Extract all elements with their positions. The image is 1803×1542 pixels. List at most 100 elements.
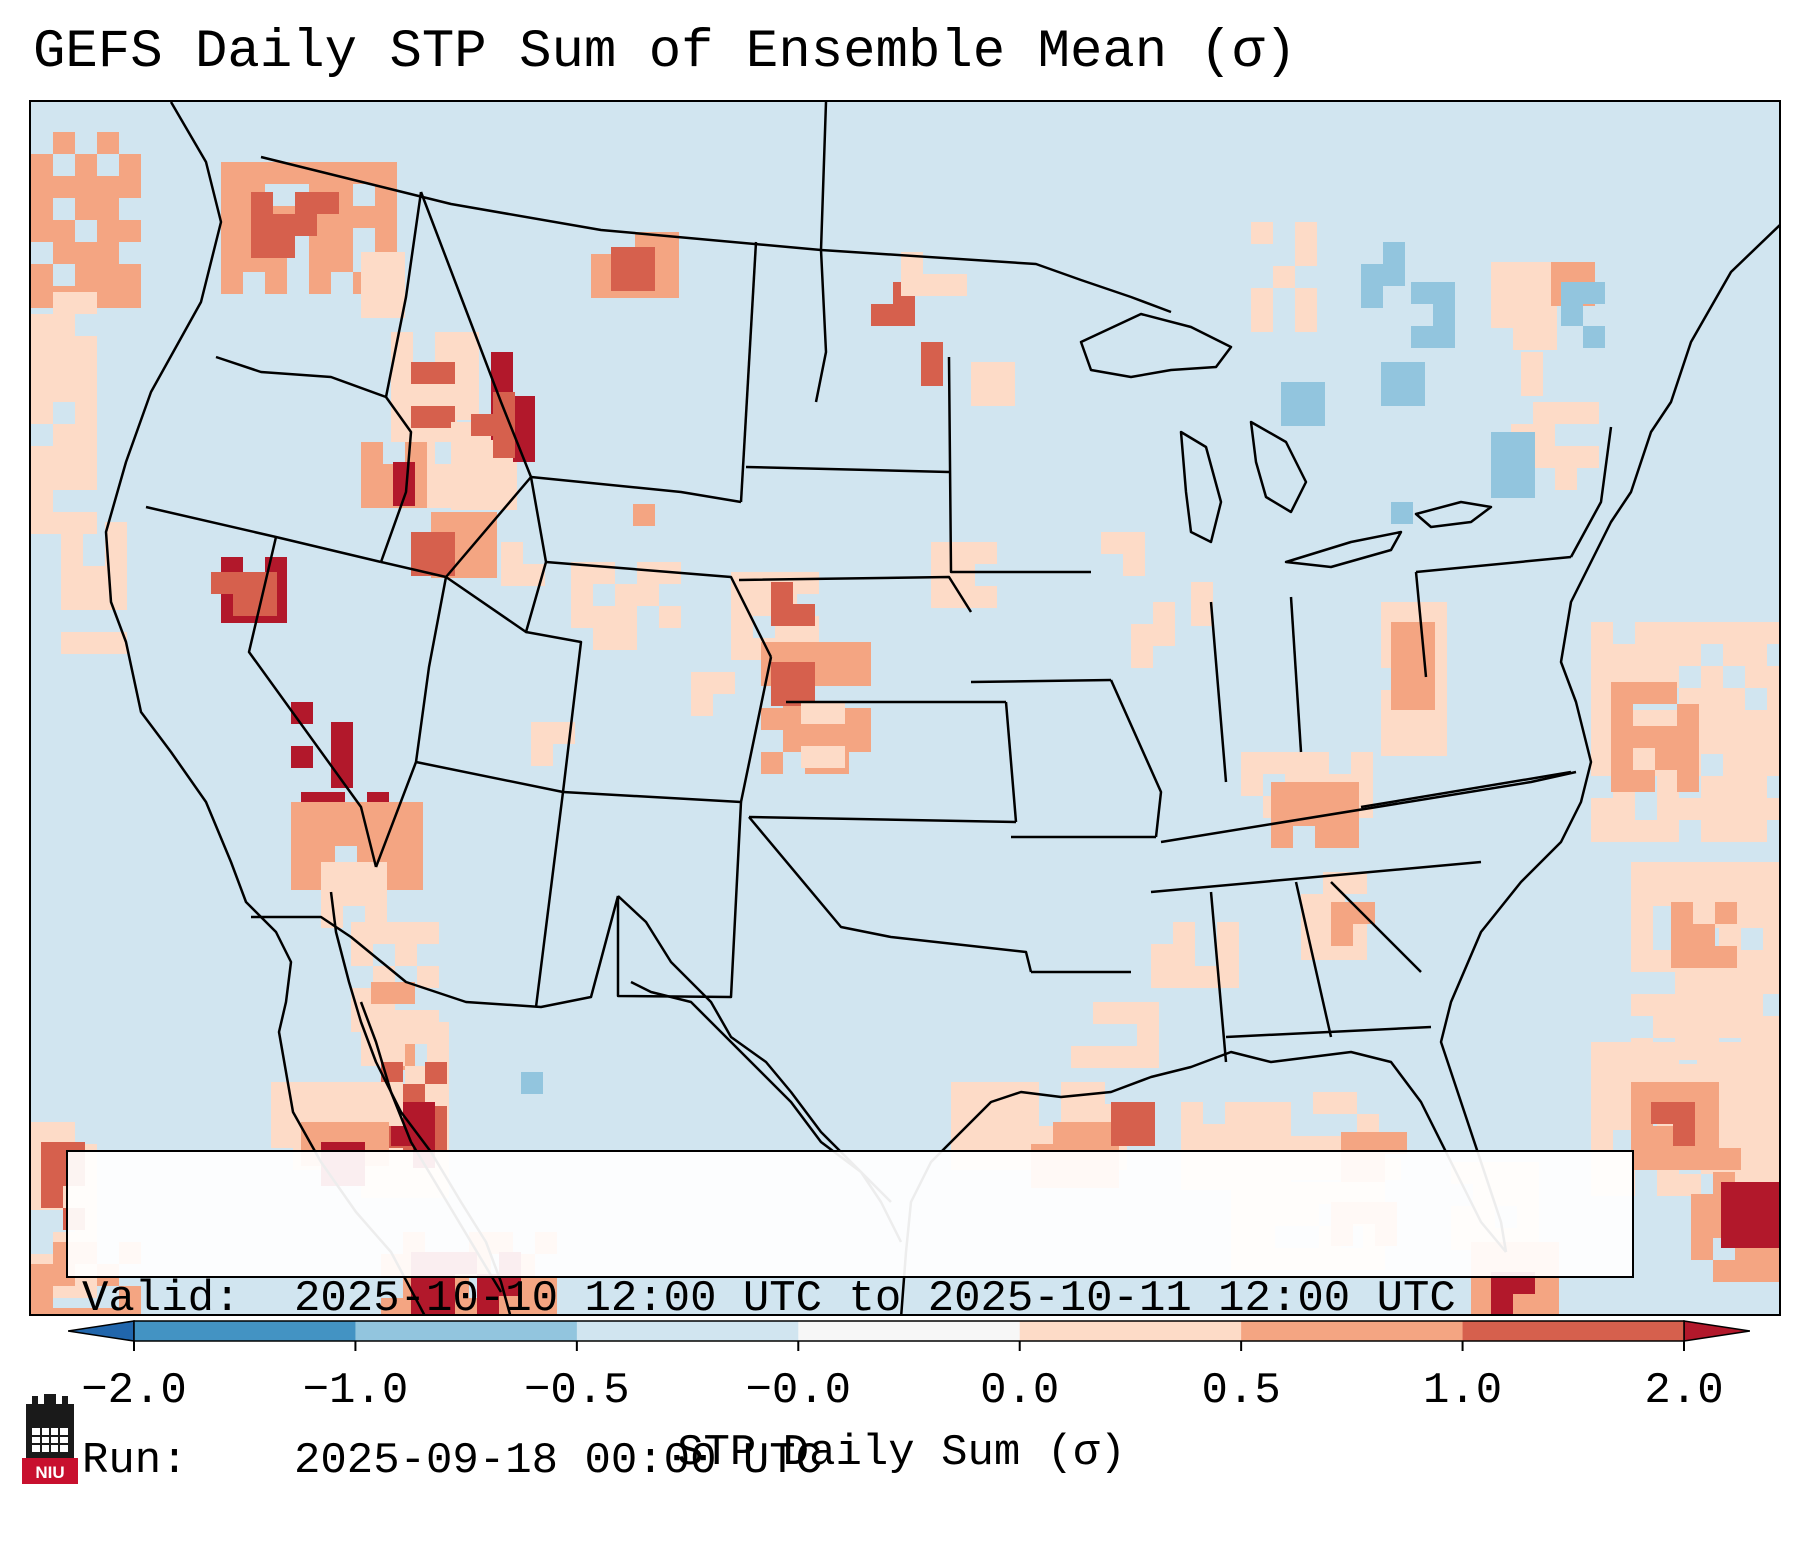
stp-cell	[1655, 726, 1677, 748]
stp-cell	[1281, 382, 1303, 404]
stp-cell	[1295, 310, 1317, 332]
stp-cell	[827, 642, 849, 664]
stp-cell	[31, 358, 53, 380]
stp-cell	[1391, 688, 1413, 710]
stp-cell	[1591, 754, 1613, 776]
stp-cell	[571, 584, 593, 606]
stp-cell	[1723, 1086, 1745, 1108]
stp-cell	[1719, 972, 1741, 994]
stp-cell	[457, 332, 479, 354]
stp-cell	[1765, 1182, 1779, 1204]
stp-cell	[337, 1104, 359, 1126]
stp-cell	[591, 254, 613, 276]
run-value: 2025-09-18 00:00 UTC	[294, 1436, 823, 1486]
stp-cell	[313, 802, 335, 824]
stp-cell	[1741, 862, 1763, 884]
stp-cell	[1353, 902, 1375, 924]
stp-cell	[313, 824, 335, 846]
stp-cell	[1315, 826, 1337, 848]
stp-cell	[1697, 972, 1719, 994]
stp-cell	[309, 272, 331, 294]
stp-cell	[1413, 666, 1435, 688]
stp-cell	[1657, 1064, 1679, 1086]
stp-cell	[611, 269, 633, 291]
stp-cell	[753, 594, 775, 616]
stp-cell	[1061, 1082, 1083, 1104]
stp-cell	[923, 274, 945, 296]
stp-cell	[1573, 262, 1595, 284]
stp-cell	[1093, 1046, 1115, 1068]
stp-cell	[343, 862, 365, 884]
stp-cell	[1697, 862, 1719, 884]
stp-cell	[1745, 1064, 1767, 1086]
stp-cell	[1613, 798, 1635, 820]
stp-cell	[993, 362, 1015, 384]
stp-cell	[1701, 1042, 1723, 1064]
stp-cell	[1561, 282, 1583, 304]
stp-cell	[1591, 666, 1613, 688]
stp-cell	[1673, 1124, 1695, 1146]
stp-cell	[75, 292, 97, 314]
stp-cell	[1017, 1104, 1039, 1126]
stp-cell	[1763, 972, 1779, 994]
stp-cell	[1653, 1126, 1675, 1148]
stp-cell	[75, 446, 97, 468]
stp-cell	[105, 588, 127, 610]
stp-cell	[321, 862, 343, 884]
stp-cell	[365, 862, 387, 884]
stp-cell	[53, 132, 75, 154]
lake-superior	[1079, 312, 1233, 379]
stp-cell	[1591, 798, 1613, 820]
stp-cell	[475, 534, 497, 556]
stp-cell	[513, 1298, 535, 1314]
stp-cell	[471, 414, 493, 436]
colorbar	[68, 1320, 1750, 1351]
stp-cell	[1767, 1108, 1779, 1130]
stp-cell	[1631, 862, 1653, 884]
colorbar-segment	[1019, 1321, 1242, 1341]
stp-cell	[1719, 928, 1741, 950]
stp-cell	[221, 184, 243, 206]
stp-cell	[375, 228, 397, 250]
stp-cell	[1763, 928, 1779, 950]
stp-cell	[1293, 804, 1315, 826]
stp-cell	[827, 664, 849, 686]
stp-cell	[1701, 820, 1723, 842]
stp-cell	[273, 214, 295, 236]
stp-cell	[1591, 1064, 1613, 1086]
stp-cell	[353, 206, 375, 228]
stp-cell	[1631, 1082, 1653, 1104]
stp-cell	[1677, 770, 1699, 792]
stp-cell	[1697, 1016, 1719, 1038]
colorbar-label: STP Daily Sum (σ)	[677, 1428, 1126, 1478]
stp-cell	[31, 512, 53, 534]
stp-cell	[615, 606, 637, 628]
stp-cell	[1743, 1204, 1765, 1226]
stp-cell	[1061, 1104, 1083, 1126]
stp-cell	[1763, 906, 1779, 928]
stp-cell	[31, 1264, 53, 1286]
stp-cell	[1723, 1130, 1745, 1152]
ky-tn-border	[1160, 770, 1577, 844]
stp-cell	[1271, 826, 1293, 848]
stp-cell	[61, 588, 83, 610]
stp-cell	[797, 572, 819, 594]
stp-cell	[1133, 1102, 1155, 1124]
stp-cell	[75, 468, 97, 490]
stp-cell	[1745, 776, 1767, 798]
colorbar-segment	[134, 1321, 356, 1341]
stp-cell	[1403, 384, 1425, 406]
colorbar-tick-label: 1.0	[1422, 1366, 1503, 1416]
stp-cell	[401, 846, 423, 868]
stp-cell	[1691, 1194, 1713, 1216]
stp-cell	[793, 662, 815, 684]
stp-cell	[411, 406, 433, 428]
stp-cell	[413, 1102, 435, 1124]
stp-cell	[591, 276, 613, 298]
stp-cell	[1631, 884, 1653, 906]
stp-cell	[1303, 404, 1325, 426]
stp-cell	[1767, 1064, 1779, 1086]
stp-cell	[1635, 1064, 1657, 1086]
stp-cell	[331, 250, 353, 272]
stp-cell	[1513, 306, 1535, 328]
